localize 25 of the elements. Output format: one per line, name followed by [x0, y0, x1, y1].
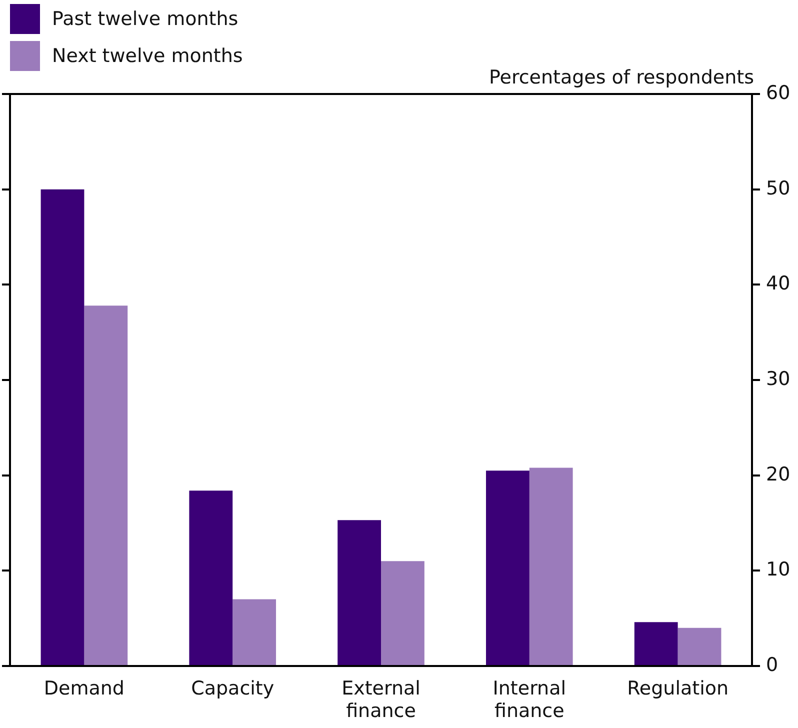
bar: [381, 561, 424, 665]
y-tick-label: 10: [766, 558, 790, 581]
x-tick-label: Demand: [44, 677, 124, 700]
y-tick-label: 20: [766, 463, 790, 486]
x-tick-label: External finance: [342, 677, 420, 722]
bar: [529, 468, 573, 665]
bar: [189, 490, 233, 665]
bar: [634, 622, 678, 665]
legend-label: Past twelve months: [52, 8, 238, 30]
bar: [40, 189, 84, 665]
y-tick-label: 30: [766, 368, 790, 390]
y-tick-label: 50: [766, 177, 790, 200]
y-tick-label: 0: [766, 654, 778, 676]
y-axis-title: Percentages of respondents: [488, 66, 754, 88]
bar: [486, 470, 530, 665]
legend-label: Next twelve months: [52, 44, 243, 66]
x-tick-label: Internal finance: [492, 677, 566, 722]
x-tick-label: Capacity: [191, 677, 274, 700]
y-tick-label: 60: [766, 82, 790, 104]
bar: [678, 628, 722, 665]
bar: [232, 599, 276, 665]
y-tick-label: 40: [766, 272, 790, 295]
bar: [84, 306, 128, 665]
x-tick-label: Regulation: [627, 677, 729, 700]
bar: [338, 520, 381, 665]
